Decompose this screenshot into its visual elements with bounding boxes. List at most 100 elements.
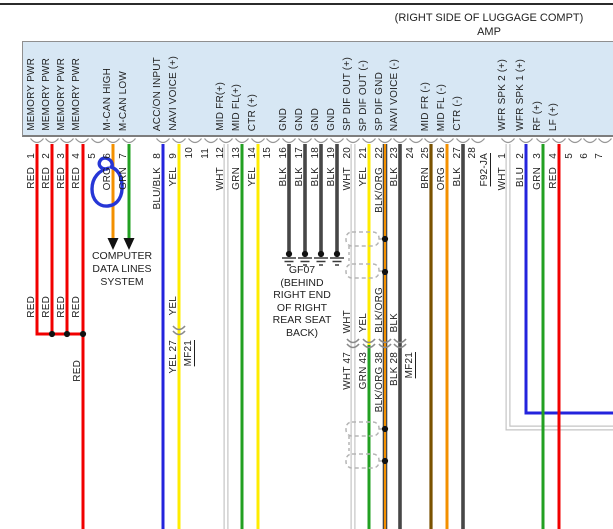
- pin-number: 12: [215, 147, 226, 159]
- pin-number: 25: [420, 147, 431, 159]
- pin-function-label: GND: [310, 108, 321, 131]
- wire-color-label: WHT: [497, 167, 508, 191]
- pin-cup: [501, 138, 515, 144]
- pin-number: 1: [497, 153, 508, 159]
- wire-color-label: YEL: [168, 296, 179, 316]
- pin-number: 5: [564, 153, 575, 159]
- wire-color-label: YEL: [168, 167, 179, 187]
- pin-number: 6: [102, 153, 113, 159]
- pin-number: 27: [452, 147, 463, 159]
- pin-number: 2: [515, 153, 526, 159]
- pin-cup: [30, 138, 44, 144]
- junction-dot: [301, 250, 309, 258]
- pin-function-label: M-CAN HIGH: [102, 68, 113, 131]
- wire-color-label: ORG: [102, 167, 113, 191]
- pin-number: 11: [200, 148, 211, 159]
- pin-cup: [75, 138, 89, 144]
- annotation-circle: [90, 156, 124, 208]
- wire-color-label: YEL: [358, 167, 369, 187]
- inline-connector-symbol: [378, 343, 392, 349]
- wire-pin-label: BLK 28: [389, 352, 400, 387]
- pin-number: 2: [41, 153, 52, 159]
- inline-connector-symbol: [393, 343, 407, 349]
- pin-number: 7: [118, 153, 129, 159]
- amp-connector-box: [22, 41, 613, 137]
- wire-color-label: BLK/ORG: [374, 287, 385, 333]
- inline-connector-symbol: [362, 338, 376, 344]
- pin-number: 13: [231, 147, 242, 159]
- inline-connector-symbol: [378, 338, 392, 344]
- pin-function-label: MEMORY PWR: [26, 58, 37, 131]
- wire-color-label: WHT: [215, 167, 226, 191]
- pin-cup: [235, 138, 249, 144]
- pin-cup: [393, 138, 407, 144]
- wire-wfr-spk2-plus: [506, 144, 613, 430]
- junction-dot: [79, 330, 87, 338]
- wire-color-label: BLK/ORG: [374, 167, 385, 213]
- pin-cup: [188, 138, 202, 144]
- wire-color-label: YEL: [358, 313, 369, 333]
- pin-cup: [362, 138, 376, 144]
- pin-number: 4: [548, 153, 559, 159]
- pin-function-label: SP DIF OUT (-): [358, 59, 369, 131]
- wire-color-label: ORG: [436, 167, 447, 191]
- pin-number: 28: [467, 147, 478, 159]
- pin-cup: [282, 138, 296, 144]
- wire-color-label: BRN: [420, 167, 431, 189]
- wire-color-label: GRN: [231, 167, 242, 190]
- pin-function-label: MID FR(+): [215, 82, 226, 131]
- pin-number: 1: [26, 153, 37, 159]
- pin-number: 9: [168, 153, 179, 159]
- pin-cup: [456, 138, 470, 144]
- pin-cup: [536, 138, 550, 144]
- wire-color-label: BLK: [278, 167, 289, 187]
- wire-color-label: RED: [26, 296, 37, 318]
- connector-id-label: F92-JA: [479, 152, 490, 186]
- wire-color-label: BLK: [294, 167, 305, 187]
- inline-connector-symbol: [172, 325, 186, 331]
- inline-connector-symbol: [393, 338, 407, 344]
- pin-cup: [156, 138, 170, 144]
- pin-number: 20: [342, 147, 353, 159]
- pin-number: 23: [389, 147, 400, 159]
- ground-note: GF07 (BEHIND RIGHT END OF RIGHT REAR SEAT BAC…: [272, 264, 332, 339]
- pin-cup: [330, 138, 344, 144]
- wire-color-label: RED: [56, 296, 67, 318]
- inline-connector-symbol: [172, 330, 186, 336]
- pin-cup: [251, 138, 265, 144]
- pin-number: 10: [184, 147, 195, 159]
- pin-function-label: LF (+): [548, 102, 559, 131]
- pin-function-label: GND: [326, 108, 337, 131]
- junction-dot: [48, 330, 56, 338]
- wire-color-label: BLK: [326, 167, 337, 187]
- junction-dot: [381, 268, 389, 276]
- wire-color-label: BLK: [310, 167, 321, 187]
- pin-cup: [266, 138, 280, 144]
- pin-function-label: ACC/ON INPUT: [152, 56, 163, 131]
- wire-pin-label: WHT 47: [342, 352, 353, 390]
- pin-function-label: RF (+): [532, 101, 543, 131]
- pin-cup: [122, 138, 136, 144]
- inline-connector-symbol: [362, 343, 376, 349]
- pin-cup: [552, 138, 566, 144]
- pin-function-label: MID FR (-): [420, 81, 431, 131]
- pin-cup: [346, 138, 360, 144]
- pin-number: 5: [87, 153, 98, 159]
- pin-cup: [45, 138, 59, 144]
- pin-cup: [60, 138, 74, 144]
- pin-cup: [598, 138, 612, 144]
- wire-pin-label: YEL 27: [168, 340, 179, 374]
- wire-color-label: YEL: [247, 167, 258, 187]
- pin-cup: [298, 138, 312, 144]
- pin-number: 22: [374, 147, 385, 159]
- wire-color-label: BLU/BLK: [152, 167, 163, 210]
- pin-number: 26: [436, 147, 447, 159]
- pin-cup: [409, 138, 423, 144]
- pin-cup: [471, 138, 485, 144]
- component-location: (RIGHT SIDE OF LUGGAGE COMPT): [394, 12, 584, 24]
- junction-dot: [333, 250, 341, 258]
- pin-cup: [378, 138, 392, 144]
- wire-color-label: BLK: [452, 167, 463, 187]
- pin-cup: [106, 138, 120, 144]
